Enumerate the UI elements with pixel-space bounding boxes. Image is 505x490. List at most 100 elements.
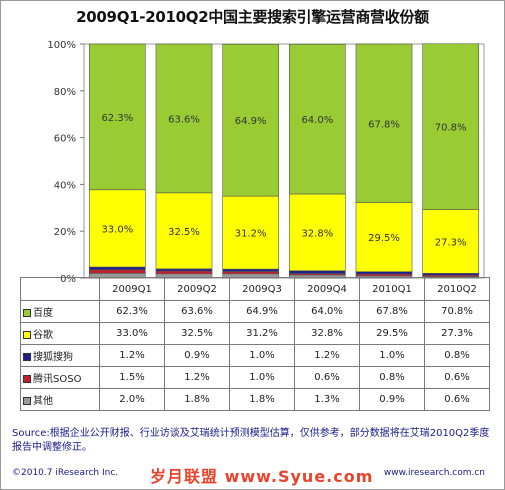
table-cell: 27.3% <box>424 322 490 345</box>
data-label: 64.9% <box>235 116 267 127</box>
bar-segment <box>222 268 279 272</box>
table-cell: 1.0% <box>359 344 425 367</box>
table-row: 百度 62.3% 63.6% 64.9% 64.0% 67.8% 70.8% <box>20 300 490 323</box>
table-row: 谷歌 33.0% 32.5% 31.2% 32.8% 29.5% 27.3% <box>20 322 490 345</box>
category-label: 2010Q2 <box>424 277 490 301</box>
table-cell: 0.6% <box>294 366 360 389</box>
legend-label: 谷歌 <box>33 330 53 341</box>
table-header-row: 2009Q1 2009Q2 2009Q3 2009Q4 2010Q1 2010Q2 <box>20 277 490 301</box>
table-cell: 64.0% <box>294 300 360 323</box>
table-cell: 1.5% <box>99 366 165 389</box>
table-cell: 0.8% <box>424 344 490 367</box>
bar-segment <box>355 202 413 272</box>
table-cell: 0.6% <box>424 388 490 411</box>
legend-entry: 谷歌 <box>20 322 100 345</box>
table-cell: 1.3% <box>294 388 360 411</box>
legend-entry: 其他 <box>20 388 100 411</box>
table-row: 其他 2.0% 1.8% 1.8% 1.3% 0.9% 0.6% <box>20 388 490 411</box>
bar-segment <box>155 268 213 272</box>
table-row: 搜狐搜狗 1.2% 0.9% 1.0% 1.2% 1.0% 0.8% <box>20 344 490 367</box>
bar-segment <box>89 269 146 274</box>
legend-label: 搜狐搜狗 <box>33 352 73 363</box>
table-cell: 31.2% <box>229 322 295 345</box>
data-label: 32.5% <box>168 227 200 238</box>
y-tick-label: 40% <box>54 180 76 191</box>
legend-entry: 搜狐搜狗 <box>20 344 100 367</box>
table-cell: 1.8% <box>229 388 295 411</box>
chart-title: 2009Q1-2010Q2中国主要搜索引擎运营商营收份额 <box>76 8 429 26</box>
bar-segment <box>422 43 479 210</box>
category-label: 2009Q4 <box>294 277 360 301</box>
bar-segment <box>422 209 479 274</box>
bar-segment <box>89 266 146 271</box>
legend-swatch <box>23 397 31 405</box>
table-row: 腾讯SOSO 1.5% 1.2% 1.0% 0.6% 0.8% 0.6% <box>20 366 490 389</box>
legend-swatch <box>23 353 31 361</box>
category-label: 2009Q1 <box>99 277 165 301</box>
data-label: 31.2% <box>235 229 267 240</box>
table-cell: 29.5% <box>359 322 425 345</box>
legend-label: 腾讯SOSO <box>33 374 82 385</box>
table-cell: 32.8% <box>294 322 360 345</box>
source-note: Source:根据企业公开财报、行业访谈及艾瑞统计预测模型估算，仅供参考，部分数… <box>12 428 490 453</box>
bar-segment <box>289 193 346 272</box>
bar-segment <box>155 43 213 194</box>
table-cell: 0.9% <box>164 344 230 367</box>
table-cell: 0.8% <box>359 366 425 389</box>
category-label: 2009Q3 <box>229 277 295 301</box>
legend-swatch <box>23 331 31 339</box>
legend-label: 其他 <box>33 396 53 407</box>
table-cell: 67.8% <box>359 300 425 323</box>
data-label: 33.0% <box>101 224 133 235</box>
table-cell: 64.9% <box>229 300 295 323</box>
table-cell: 62.3% <box>99 300 165 323</box>
table-cell: 0.6% <box>424 366 490 389</box>
data-label: 70.8% <box>435 123 467 134</box>
bar-segment <box>355 271 413 275</box>
bar-segment <box>289 43 346 195</box>
y-tick-label: 80% <box>54 87 76 98</box>
y-tick-label: 100% <box>47 40 76 51</box>
table-cell: 0.9% <box>359 388 425 411</box>
data-table: 2009Q1 2009Q2 2009Q3 2009Q4 2010Q1 2010Q2 百度 62… <box>20 277 490 411</box>
data-label: 63.6% <box>168 114 200 125</box>
y-tick-label: 20% <box>54 227 76 238</box>
table-cell: 2.0% <box>99 388 165 411</box>
bar-segment <box>222 43 279 197</box>
table-cell: 1.2% <box>294 344 360 367</box>
bar-segment <box>289 270 346 274</box>
copyright: ©2010.7 iResearch Inc. <box>12 468 119 478</box>
data-label: 29.5% <box>368 233 400 244</box>
data-label: 64.0% <box>301 115 333 126</box>
table-cell: 63.6% <box>164 300 230 323</box>
category-label: 2010Q1 <box>359 277 425 301</box>
table-cell: 33.0% <box>99 322 165 345</box>
legend-swatch <box>23 309 31 317</box>
bar-segment <box>89 43 146 191</box>
bar-segment <box>222 195 279 270</box>
table-cell: 1.2% <box>99 344 165 367</box>
table-cell: 1.2% <box>164 366 230 389</box>
data-label: 62.3% <box>101 113 133 124</box>
watermark: 岁月联盟 www.Syue.com <box>150 467 374 486</box>
bar-segment <box>355 43 413 203</box>
bar-segment <box>89 189 146 268</box>
y-tick-label: 60% <box>54 134 76 145</box>
legend-entry: 腾讯SOSO <box>20 366 100 389</box>
table-cell: 1.0% <box>229 344 295 367</box>
table-cell: 32.5% <box>164 322 230 345</box>
data-label: 32.8% <box>301 228 333 239</box>
legend-swatch <box>23 375 31 383</box>
table-cell: 70.8% <box>424 300 490 323</box>
bar-segment <box>222 271 279 275</box>
table-cell: 1.8% <box>164 388 230 411</box>
table-cell: 1.0% <box>229 366 295 389</box>
category-label: 2009Q2 <box>164 277 230 301</box>
data-label: 27.3% <box>435 237 467 248</box>
table-corner <box>20 277 100 301</box>
website-link[interactable]: www.iresearch.com.cn <box>383 468 485 478</box>
data-label: 67.8% <box>368 119 400 130</box>
bar-segment <box>155 192 213 270</box>
legend-label: 百度 <box>33 308 53 319</box>
